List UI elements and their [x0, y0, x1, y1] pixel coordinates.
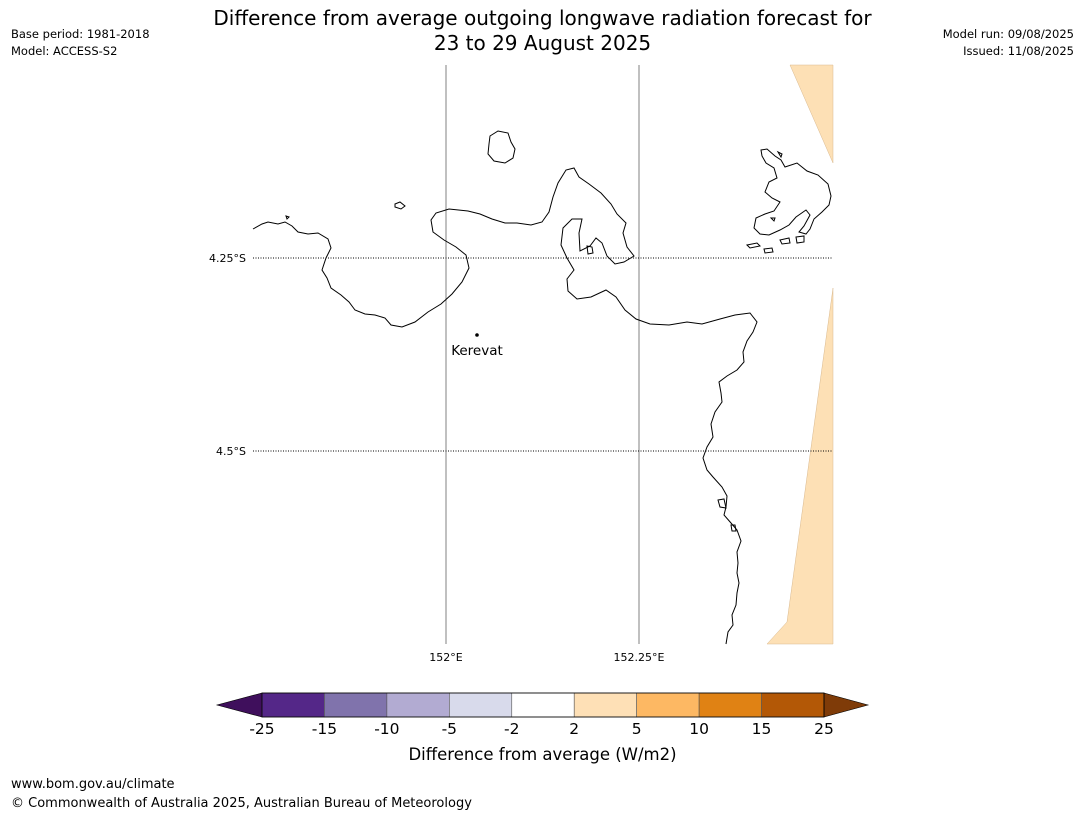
island-north	[487, 130, 516, 164]
colorbar-tick-label: 5	[631, 720, 642, 738]
title-line-1: Difference from average outgoing longwav…	[213, 6, 872, 30]
island-tiny	[285, 215, 290, 220]
colorbar-bin	[698, 692, 762, 718]
colorbar-bin	[386, 692, 450, 718]
island-east-2	[763, 247, 774, 254]
lat-label-4-25: 4.25°S	[209, 252, 246, 265]
base-period: Base period: 1981-2018	[11, 27, 150, 41]
island-east-3	[779, 237, 791, 245]
colorbar-label: Difference from average (W/m2)	[408, 745, 677, 764]
colorbar-tick-label: 10	[689, 720, 709, 738]
colorbar-tick-label: 15	[751, 720, 772, 738]
island-east-5	[776, 150, 783, 159]
colorbar-tick-label: -10	[374, 720, 400, 738]
colorbar-tick-label: -25	[249, 720, 275, 738]
colorbar-extend-high	[823, 692, 870, 718]
colorbar-bin	[261, 692, 325, 718]
island-small	[394, 201, 406, 210]
island-coast-1	[717, 498, 727, 509]
kerevat-marker	[475, 333, 479, 337]
coastlines	[252, 130, 832, 645]
lon-label-152: 152°E	[429, 651, 462, 664]
lon-label-152-25: 152.25°E	[614, 651, 665, 664]
title-line-2: 23 to 29 August 2025	[433, 31, 652, 55]
colorbar-tick-label: -2	[504, 720, 520, 738]
page-title: Difference from average outgoing longwav…	[0, 6, 1085, 56]
colorbar-bin	[573, 692, 637, 718]
meta-left: Base period: 1981-2018 Model: ACCESS-S2	[11, 26, 150, 60]
colorbar-bin	[511, 692, 575, 718]
coastline-main	[252, 167, 758, 645]
colorbar	[215, 692, 870, 718]
duke-of-york-islands	[753, 148, 832, 236]
colorbar-tick-label: 25	[814, 720, 834, 738]
colorbar-tick-label: 2	[569, 720, 580, 738]
anomaly-region-right	[766, 287, 834, 645]
footer-copyright: © Commonwealth of Australia 2025, Austra…	[11, 796, 472, 811]
colorbar-tick-label: -15	[311, 720, 338, 738]
colorbar-outline	[261, 692, 825, 718]
anomaly-region-top	[789, 64, 834, 164]
colorbar-bin	[324, 692, 388, 718]
meta-right: Model run: 09/08/2025 Issued: 11/08/2025	[943, 26, 1074, 60]
colorbar-bin	[449, 692, 513, 718]
footer: www.bom.gov.au/climate © Commonwealth of…	[11, 775, 472, 813]
kerevat-label: Kerevat	[451, 343, 503, 359]
island-east-1	[745, 242, 762, 249]
model-run: Model run: 09/08/2025	[942, 27, 1074, 41]
issued-date: Issued: 11/08/2025	[963, 44, 1074, 58]
colorbar-bin	[636, 692, 700, 718]
model-name: Model: ACCESS-S2	[11, 44, 118, 58]
colorbar-tick-label: -5	[441, 720, 458, 738]
colorbar-bin	[761, 692, 825, 718]
footer-url: www.bom.gov.au/climate	[11, 777, 175, 792]
lat-label-4-5: 4.5°S	[216, 445, 246, 458]
island-east-6	[769, 217, 776, 222]
island-east-4	[795, 235, 805, 244]
colorbar-extend-low	[215, 692, 263, 718]
island-coast-2	[730, 524, 737, 532]
island-inlet	[586, 245, 594, 255]
